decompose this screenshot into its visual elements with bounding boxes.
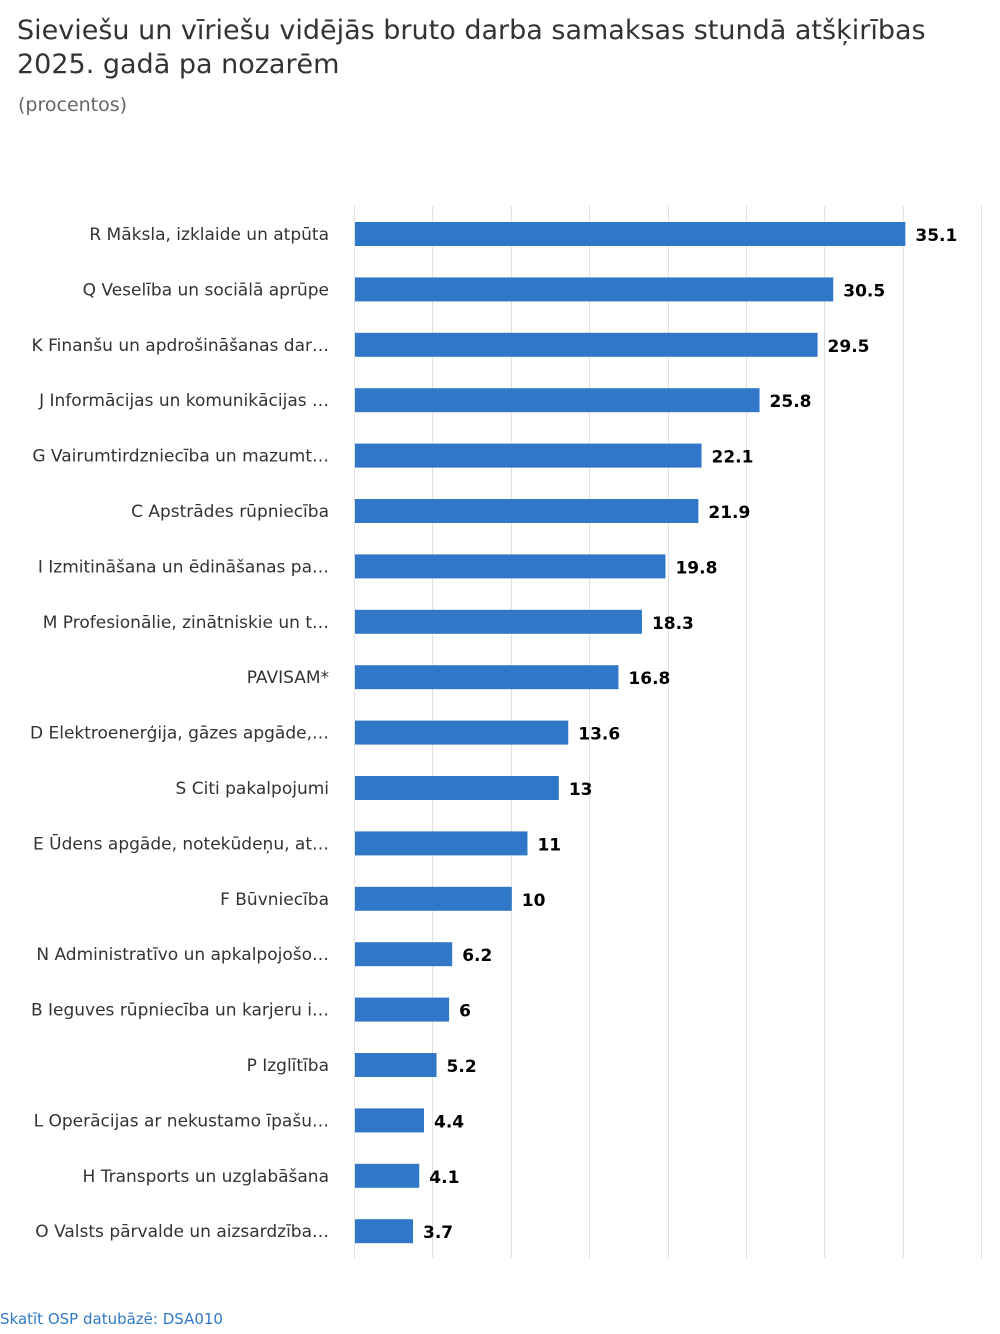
bar: [355, 388, 760, 413]
bar-chart: R Māksla, izklaide un atpūta 35.1 Q Veselī…: [30, 206, 982, 1258]
category-label: B Ieguves rūpniecība un karjeru i…: [31, 1001, 329, 1021]
value-label: 13: [569, 780, 593, 800]
category-label: O Valsts pārvalde un aizsardzība…: [35, 1222, 329, 1242]
category-label: G Vairumtirdzniecība un mazumt…: [32, 447, 329, 467]
value-label: 5.2: [447, 1057, 477, 1077]
category-label: J Informācijas un komunikācijas …: [38, 391, 329, 411]
bar: [355, 886, 512, 911]
bar: [355, 776, 559, 800]
category-label: N Administratīvo un apkalpojošo…: [36, 945, 329, 965]
value-label: 4.4: [434, 1112, 464, 1132]
bar: [355, 997, 450, 1022]
database-link[interactable]: Skatīt OSP datubāzē: DSA010: [0, 1310, 223, 1328]
bar: [355, 499, 699, 523]
value-label: 25.8: [770, 392, 812, 412]
category-label: D Elektroenerģija, gāzes apgāde,…: [30, 724, 329, 744]
bar: [355, 720, 569, 745]
bar: [355, 332, 818, 357]
value-label: 3.7: [423, 1223, 453, 1243]
category-label: S Citi pakalpojumi: [176, 779, 329, 799]
bar: [355, 554, 666, 579]
bar: [355, 609, 642, 634]
value-label: 6.2: [462, 946, 492, 966]
bar: [355, 1163, 420, 1188]
category-label: I Izmitināšana un ēdināšanas pa…: [38, 557, 329, 577]
value-label: 21.9: [708, 503, 750, 523]
bar: [355, 665, 619, 690]
bar: [355, 942, 453, 967]
chart-title: Sieviešu un vīriešu vidējās bruto darba …: [17, 15, 926, 80]
bar: [355, 1108, 424, 1133]
category-label: F Būvniecība: [220, 890, 329, 910]
category-label: PAVISAM*: [247, 668, 329, 688]
bar: [355, 443, 702, 468]
value-label: 35.1: [915, 226, 957, 246]
bar: [355, 831, 528, 856]
category-label: M Profesionālie, zinātniskie un t…: [43, 613, 329, 633]
bar: [355, 222, 906, 246]
value-label: 10: [522, 891, 546, 911]
value-label: 13.6: [578, 725, 620, 745]
value-label: 22.1: [712, 448, 754, 468]
bar: [355, 277, 834, 302]
value-label: 16.8: [628, 669, 670, 689]
category-label: R Māksla, izklaide un atpūta: [89, 225, 329, 245]
category-label: E Ūdens apgāde, notekūdeņu, at…: [33, 832, 329, 854]
value-label: 4.1: [429, 1168, 459, 1188]
category-label: Q Veselība un sociālā aprūpe: [83, 280, 329, 300]
bar: [355, 1053, 437, 1077]
value-label: 6: [459, 1002, 471, 1022]
value-label: 18.3: [652, 614, 694, 634]
category-label: L Operācijas ar nekustamo īpašu…: [34, 1111, 329, 1131]
value-label: 30.5: [843, 281, 885, 301]
category-label: C Apstrādes rūpniecība: [131, 502, 329, 522]
category-label: K Finanšu un apdrošināšanas dar…: [32, 336, 329, 356]
bar: [355, 1219, 414, 1244]
chart-subtitle: (procentos): [18, 94, 128, 116]
category-label: P Izglītība: [247, 1056, 329, 1076]
value-label: 29.5: [828, 337, 870, 357]
value-label: 11: [537, 835, 561, 855]
value-label: 19.8: [675, 558, 717, 578]
category-label: H Transports un uzglabāšana: [83, 1167, 329, 1187]
